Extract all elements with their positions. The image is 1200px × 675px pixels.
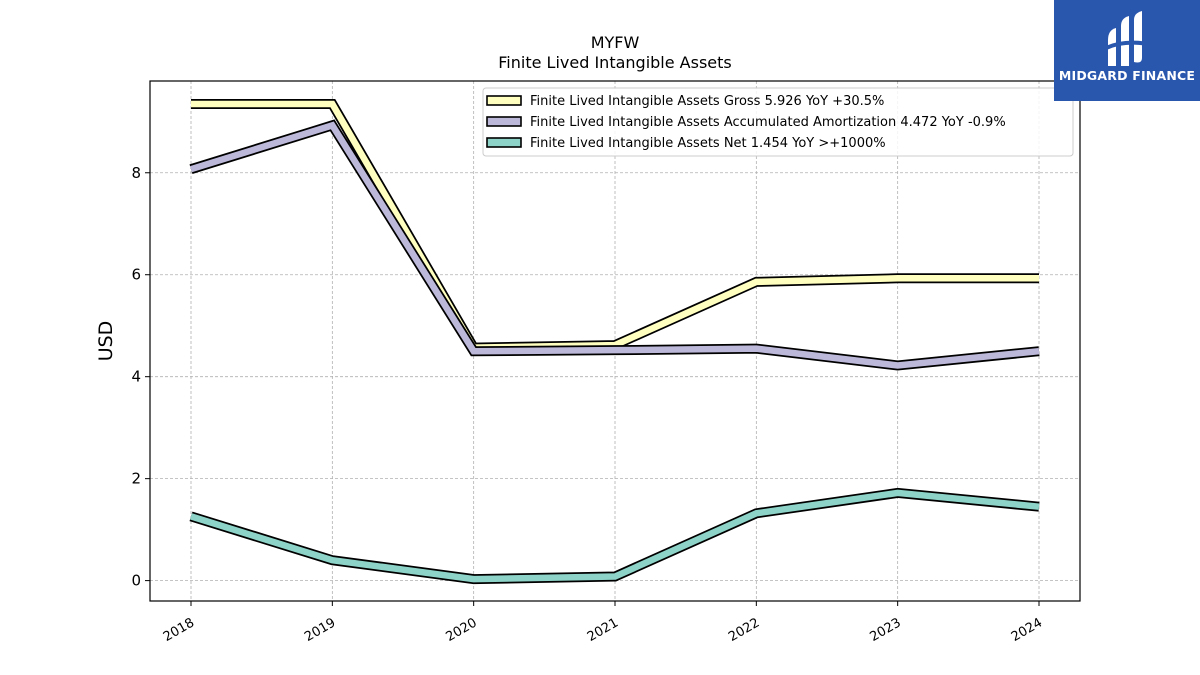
legend-swatch — [486, 116, 522, 127]
legend-entry: Finite Lived Intangible Assets Accumulat… — [530, 115, 1006, 130]
x-tick-label: 2020 — [444, 615, 480, 645]
series-line-fill — [191, 100, 1039, 351]
series-line — [189, 487, 1040, 585]
x-tick-label: 2018 — [161, 615, 197, 645]
legend-frame — [482, 87, 1074, 157]
legend: Finite Lived Intangible Assets Gross 5.9… — [482, 87, 1074, 157]
series-line-fill — [190, 121, 1040, 369]
logo-mark-icon — [1105, 11, 1149, 66]
series-line — [191, 98, 1039, 353]
x-tick-label: 2019 — [302, 615, 338, 645]
brand-logo: MIDGARD FINANCE — [1054, 0, 1200, 101]
series-line — [189, 119, 1040, 371]
x-tick-label: 2023 — [868, 615, 904, 645]
x-tick-label: 2021 — [585, 615, 621, 645]
legend-entry: Finite Lived Intangible Assets Gross 5.9… — [530, 94, 884, 109]
y-axis-label: USD — [95, 321, 117, 362]
legend-swatch — [486, 137, 522, 148]
series-line-fill — [190, 489, 1040, 583]
x-tick-label: 2022 — [726, 615, 762, 645]
x-tick-label: 2024 — [1009, 615, 1045, 645]
chart-title: MYFW — [591, 33, 640, 52]
series-lines — [189, 98, 1040, 585]
y-tick-label: 6 — [131, 266, 141, 284]
logo-text: MIDGARD FINANCE — [1058, 68, 1196, 83]
y-tick-label: 0 — [131, 572, 141, 590]
y-tick-label: 8 — [131, 164, 141, 182]
legend-swatch — [486, 95, 522, 106]
y-tick-label: 2 — [131, 470, 141, 488]
legend-entry: Finite Lived Intangible Assets Net 1.454… — [530, 136, 886, 151]
chart-subtitle: Finite Lived Intangible Assets — [498, 53, 731, 72]
y-tick-label: 4 — [131, 368, 141, 386]
